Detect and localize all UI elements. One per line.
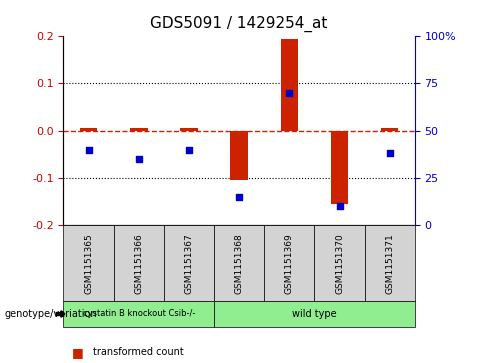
Text: GSM1151365: GSM1151365	[84, 233, 93, 294]
Text: ■: ■	[72, 346, 84, 359]
Point	[285, 90, 293, 96]
Text: GSM1151369: GSM1151369	[285, 233, 294, 294]
Point	[386, 150, 394, 156]
Text: genotype/variation: genotype/variation	[5, 309, 98, 319]
Bar	[331, 131, 348, 204]
Text: GSM1151370: GSM1151370	[335, 233, 344, 294]
Title: GDS5091 / 1429254_at: GDS5091 / 1429254_at	[150, 16, 328, 32]
Text: cystatin B knockout Csib-/-: cystatin B knockout Csib-/-	[82, 310, 195, 318]
Text: GSM1151371: GSM1151371	[385, 233, 394, 294]
Bar	[130, 129, 147, 131]
Text: wild type: wild type	[292, 309, 337, 319]
Point	[135, 156, 142, 162]
Text: GSM1151367: GSM1151367	[184, 233, 193, 294]
Bar	[230, 131, 248, 180]
Point	[185, 147, 193, 152]
Text: GSM1151366: GSM1151366	[134, 233, 143, 294]
Bar	[381, 129, 399, 131]
Bar	[281, 38, 298, 131]
Point	[235, 194, 243, 200]
Text: transformed count: transformed count	[93, 347, 183, 357]
Bar	[80, 129, 97, 131]
Point	[336, 203, 344, 209]
Bar	[180, 129, 198, 131]
Point	[84, 147, 92, 152]
Text: GSM1151368: GSM1151368	[235, 233, 244, 294]
